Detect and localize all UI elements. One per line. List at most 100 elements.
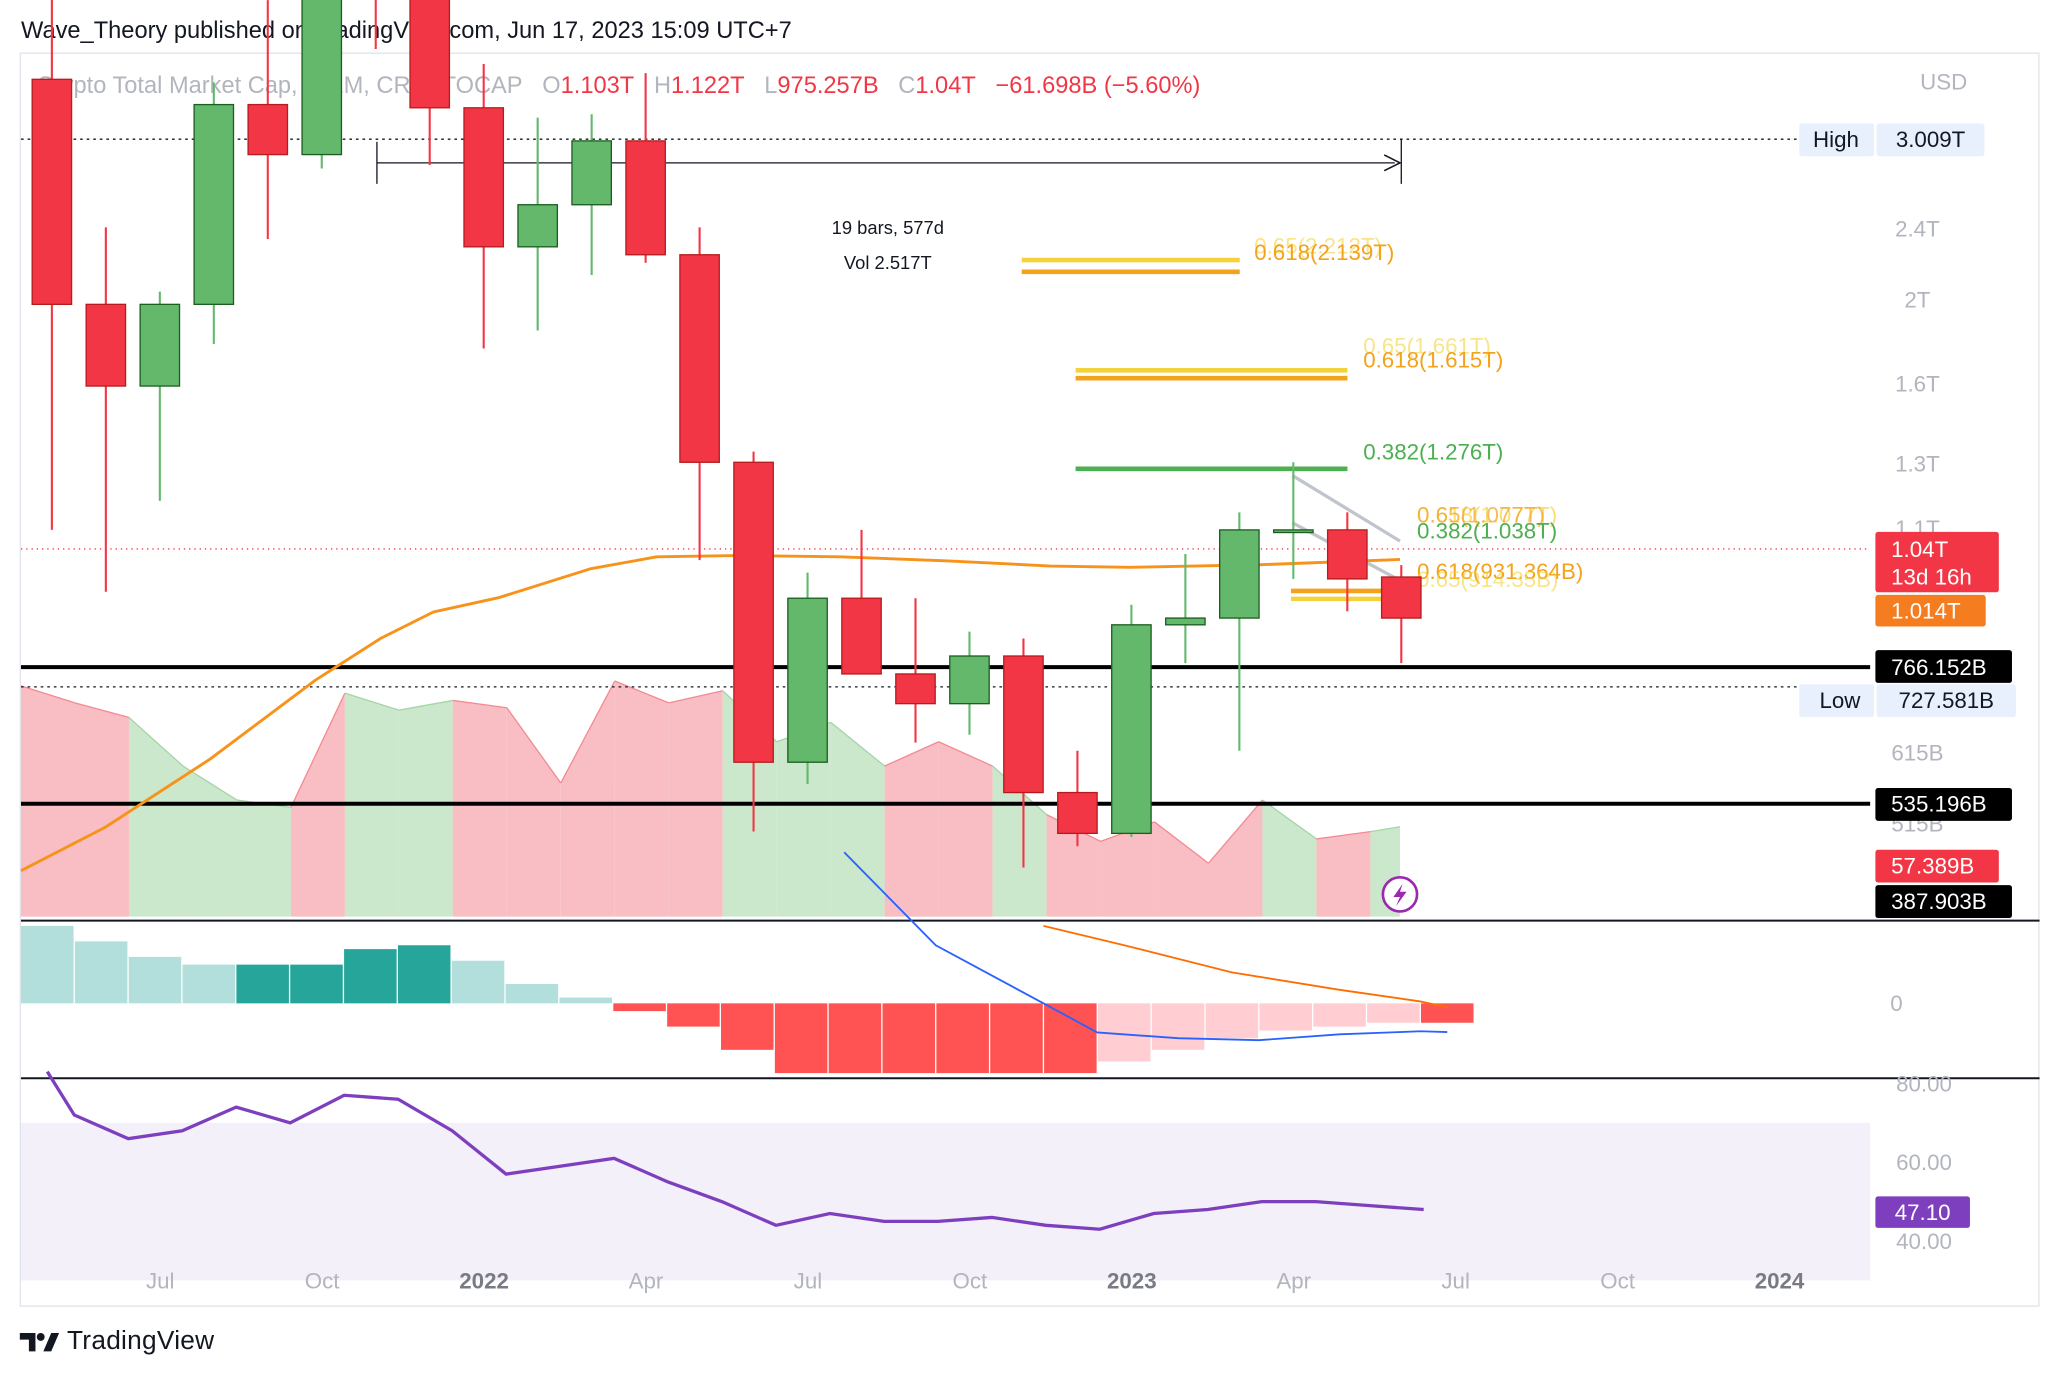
lightning-icon[interactable] bbox=[1381, 875, 1419, 913]
candle-body bbox=[733, 461, 774, 763]
volume-edge bbox=[938, 741, 993, 767]
rsi-value: 47.10 bbox=[1895, 1200, 1951, 1225]
volume-black-bg bbox=[1875, 885, 2012, 918]
candle-body bbox=[193, 103, 235, 306]
ema-layer bbox=[20, 554, 1401, 873]
candle-body bbox=[1272, 529, 1314, 534]
support-535-label: 535.196B bbox=[1891, 792, 1987, 817]
fib-label: 0.618(2.139T) bbox=[1254, 240, 1394, 265]
volume-edge bbox=[1316, 830, 1371, 840]
candle-body bbox=[1057, 791, 1098, 835]
measure-tool: 19 bars, 577d Vol 2.517T bbox=[832, 217, 944, 273]
legend-h-label: H bbox=[654, 73, 671, 99]
macd-hist-bar bbox=[1420, 1003, 1474, 1023]
candle-body bbox=[625, 140, 666, 256]
fib-label: 0.382(1.038T) bbox=[1417, 518, 1557, 543]
time-tick: 2022 bbox=[459, 1268, 509, 1293]
price-tick: 2T bbox=[1904, 287, 1930, 312]
high-tag-bg bbox=[1799, 123, 1875, 157]
fib-label: 0.65(1.077T) bbox=[1417, 503, 1545, 528]
rsi-band bbox=[21, 1122, 1871, 1281]
candle-body bbox=[1219, 529, 1260, 619]
time-tick: Apr bbox=[629, 1268, 664, 1293]
volume-edge bbox=[884, 741, 939, 767]
volume-edge bbox=[74, 702, 130, 719]
low-value: 727.581B bbox=[1899, 688, 1995, 713]
price-lines bbox=[21, 138, 2040, 1080]
low-tag-bg bbox=[1799, 684, 1875, 718]
legend-o-value: 1.103T bbox=[561, 73, 635, 99]
volume-edge bbox=[20, 685, 76, 704]
macd-hist-bar bbox=[882, 1003, 936, 1074]
macd-hist-bar bbox=[1259, 1003, 1312, 1031]
high-value-bg bbox=[1876, 123, 1985, 157]
legend-l-label: L bbox=[764, 73, 777, 99]
volume-column bbox=[128, 717, 183, 917]
support-535-bg bbox=[1875, 787, 2012, 821]
volume-edge bbox=[398, 699, 453, 711]
fib-label: 0.65(914.35B) bbox=[1417, 567, 1558, 592]
candle-body bbox=[463, 107, 505, 248]
candle-body bbox=[1326, 529, 1368, 580]
ema-price: 1.014T bbox=[1891, 599, 1961, 624]
chart-svg[interactable]: Crypto Total Market Cap, $, 1M, CRYPTOCA… bbox=[0, 0, 2054, 1313]
rsi-value-bg bbox=[1875, 1196, 1970, 1228]
macd-hist-bar bbox=[1151, 1003, 1205, 1050]
volume-edge bbox=[560, 680, 616, 784]
macd-hist-bar bbox=[451, 960, 505, 1004]
macd-hist-bar bbox=[936, 1003, 989, 1074]
low-value-bg bbox=[1876, 684, 2016, 718]
fib-label: 0.382(1.276T) bbox=[1363, 440, 1503, 465]
volume-red-label: 57.389B bbox=[1891, 853, 1974, 878]
macd-line bbox=[843, 851, 1448, 1042]
macd-hist-bar bbox=[344, 949, 397, 1004]
high-value: 3.009T bbox=[1896, 127, 1966, 152]
legend-c-label: C bbox=[898, 73, 915, 99]
fib-label: 0.618(1.615T) bbox=[1363, 348, 1503, 373]
macd-hist-bar bbox=[128, 956, 182, 1004]
ema-price-bg bbox=[1875, 594, 1986, 627]
time-axis: Jul Oct 2022 Apr Jul Oct 2023 Apr Jul Oct 2024 bbox=[146, 1268, 1805, 1293]
chart-frame bbox=[19, 52, 2040, 1307]
measure-arrowhead bbox=[1383, 154, 1402, 172]
volume-column bbox=[74, 702, 129, 917]
macd-hist-bar bbox=[74, 941, 128, 1004]
macd-hist-bar bbox=[1313, 1003, 1366, 1027]
volume-edge bbox=[1154, 821, 1209, 864]
volume-edge bbox=[506, 707, 562, 784]
volume-column bbox=[1262, 800, 1317, 917]
fib-label: 0.65(2.212T) bbox=[1254, 233, 1382, 258]
candle-body bbox=[949, 655, 990, 705]
legend-h-value: 1.122T bbox=[671, 73, 745, 99]
macd-hist-bar bbox=[1205, 1003, 1259, 1039]
candle-body bbox=[1003, 655, 1044, 794]
macd-pane: 0 bbox=[21, 851, 1903, 1074]
price-tick: 2.4T bbox=[1895, 216, 1940, 241]
tradingview-logo-icon bbox=[19, 1332, 60, 1351]
fib-label: 0.65(1.661T) bbox=[1363, 333, 1491, 358]
time-tick: Apr bbox=[1276, 1268, 1311, 1293]
volume-column bbox=[884, 741, 939, 917]
volume-edge bbox=[830, 721, 886, 767]
volume-column bbox=[614, 681, 669, 917]
volume-column bbox=[182, 766, 237, 917]
volume-column bbox=[21, 685, 75, 917]
macd-hist-bar bbox=[828, 1003, 882, 1074]
macd-hist-bar bbox=[667, 1003, 720, 1027]
legend-o-label: O bbox=[542, 73, 560, 99]
candle-body bbox=[409, 0, 451, 109]
volume-edge bbox=[668, 690, 723, 704]
price-tick: 1.6T bbox=[1895, 371, 1940, 396]
volume-column bbox=[236, 800, 291, 917]
macd-hist-bar bbox=[397, 945, 451, 1004]
volume-edge bbox=[452, 699, 507, 709]
macd-signal-line bbox=[1043, 924, 1448, 1009]
bar-countdown: 13d 16h bbox=[1891, 564, 1972, 589]
macd-hist-bar bbox=[559, 997, 612, 1004]
volume-edge bbox=[1370, 826, 1401, 833]
volume-edge bbox=[1207, 799, 1263, 864]
low-tag: Low bbox=[1819, 688, 1861, 713]
rsi-line bbox=[45, 1070, 1424, 1231]
volume-red-bg bbox=[1875, 849, 1999, 883]
